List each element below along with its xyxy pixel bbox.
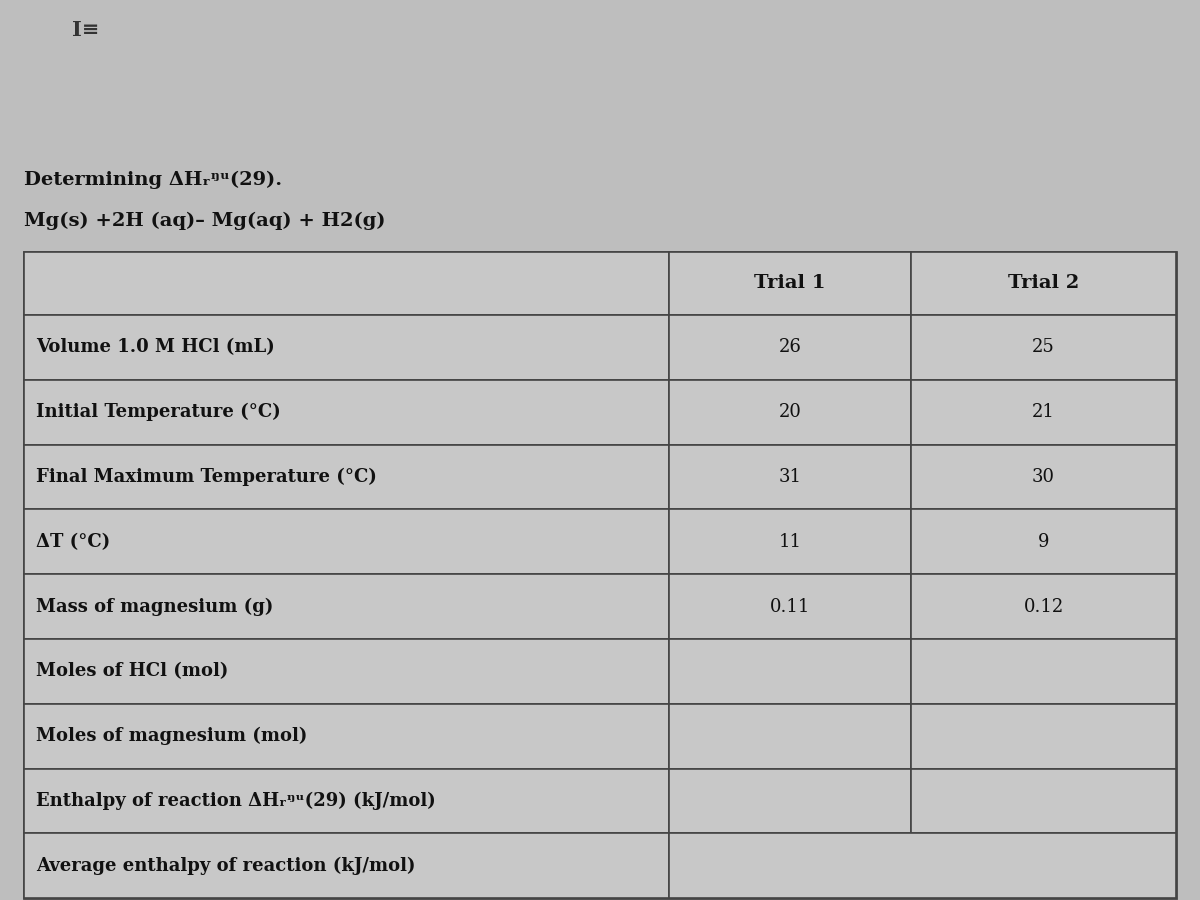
Text: 26: 26: [779, 338, 802, 356]
Text: 21: 21: [1032, 403, 1055, 421]
Text: Volume 1.0 M HCl (mL): Volume 1.0 M HCl (mL): [36, 338, 275, 356]
Text: 20: 20: [779, 403, 802, 421]
Text: Mass of magnesium (g): Mass of magnesium (g): [36, 598, 274, 616]
Text: 0.12: 0.12: [1024, 598, 1063, 616]
Text: 30: 30: [1032, 468, 1055, 486]
Text: Moles of HCl (mol): Moles of HCl (mol): [36, 662, 228, 680]
Text: Average enthalpy of reaction (kJ/mol): Average enthalpy of reaction (kJ/mol): [36, 857, 415, 875]
Text: Trial 2: Trial 2: [1008, 274, 1079, 292]
Text: 9: 9: [1038, 533, 1049, 551]
Text: 25: 25: [1032, 338, 1055, 356]
Text: ΔT (°C): ΔT (°C): [36, 533, 110, 551]
Text: Mg(s) +2H (aq)– Mg(aq) + H2(g): Mg(s) +2H (aq)– Mg(aq) + H2(g): [24, 212, 385, 230]
Text: 0.11: 0.11: [770, 598, 810, 616]
Text: Initial Temperature (°C): Initial Temperature (°C): [36, 403, 281, 421]
Text: Enthalpy of reaction ΔHᵣᵑᵘ(29) (kJ/mol): Enthalpy of reaction ΔHᵣᵑᵘ(29) (kJ/mol): [36, 792, 436, 810]
Text: 11: 11: [779, 533, 802, 551]
Text: Trial 1: Trial 1: [755, 274, 826, 292]
Text: I≡: I≡: [72, 20, 100, 40]
Text: Moles of magnesium (mol): Moles of magnesium (mol): [36, 727, 307, 745]
Text: Final Maximum Temperature (°C): Final Maximum Temperature (°C): [36, 468, 377, 486]
Text: 31: 31: [779, 468, 802, 486]
Text: Determining ΔHᵣᵑᵘ(29).: Determining ΔHᵣᵑᵘ(29).: [24, 171, 282, 189]
